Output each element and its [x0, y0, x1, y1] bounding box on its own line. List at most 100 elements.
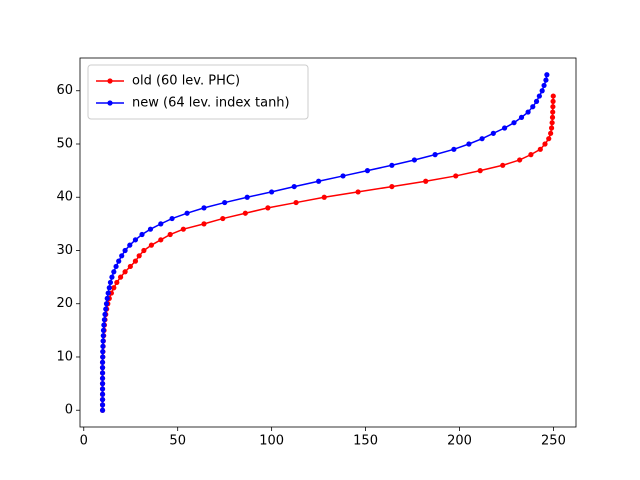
point	[539, 88, 545, 94]
point	[132, 258, 139, 264]
point	[364, 168, 371, 174]
point	[543, 77, 549, 83]
point	[549, 114, 556, 120]
point	[220, 215, 226, 222]
point	[201, 205, 207, 211]
point	[316, 178, 322, 184]
point	[99, 359, 106, 365]
point	[536, 93, 542, 99]
point	[550, 109, 556, 115]
point	[100, 333, 106, 339]
point	[242, 210, 248, 216]
point	[116, 258, 122, 264]
point	[114, 279, 120, 286]
point	[548, 130, 554, 136]
y-tick-label: 50	[56, 136, 73, 151]
point	[291, 183, 297, 190]
point	[147, 226, 154, 232]
point	[127, 263, 133, 270]
point	[180, 226, 186, 232]
point	[550, 104, 556, 110]
point	[99, 402, 106, 408]
x-tick-label: 50	[169, 434, 186, 449]
y-tick-label: 30	[56, 243, 73, 258]
x-tick-label: 100	[259, 434, 284, 449]
point	[103, 306, 109, 312]
point	[222, 199, 228, 206]
point	[111, 285, 117, 291]
x-tick-label: 150	[353, 434, 378, 449]
point	[525, 109, 531, 115]
y-tick-label: 20	[56, 296, 73, 311]
point	[99, 381, 106, 387]
point	[321, 194, 327, 200]
point	[167, 231, 173, 238]
point	[119, 253, 125, 259]
point	[423, 178, 429, 184]
legend-label: new (64 lev. index tanh)	[132, 96, 290, 111]
point	[107, 279, 114, 286]
point	[99, 407, 106, 413]
point	[100, 343, 106, 349]
point	[528, 152, 534, 158]
point	[530, 104, 536, 110]
point	[122, 247, 128, 254]
x-tick-label: 250	[541, 434, 566, 449]
point	[477, 168, 483, 174]
point	[158, 221, 164, 227]
point	[502, 125, 508, 131]
point	[466, 141, 472, 147]
point	[148, 242, 154, 248]
point	[265, 205, 271, 211]
point	[113, 263, 119, 270]
point	[389, 162, 395, 168]
point	[432, 152, 438, 158]
x-tick-label: 200	[447, 434, 472, 449]
point	[201, 221, 207, 227]
point	[293, 199, 299, 206]
plot-frame	[79, 57, 577, 428]
point	[109, 274, 115, 280]
point	[490, 130, 496, 136]
point	[105, 290, 111, 296]
point	[100, 327, 107, 333]
x-tick-label: 0	[80, 434, 88, 449]
point	[100, 338, 106, 344]
point	[517, 157, 523, 163]
point	[99, 391, 106, 397]
point	[100, 354, 106, 360]
point	[99, 396, 106, 403]
point	[117, 274, 124, 280]
point	[127, 242, 133, 248]
point	[550, 93, 556, 99]
point	[537, 146, 543, 152]
point	[141, 247, 147, 254]
point	[132, 237, 139, 243]
point	[101, 322, 107, 328]
point	[103, 301, 110, 307]
point	[111, 269, 117, 275]
point	[139, 231, 145, 238]
point	[549, 120, 555, 126]
point	[550, 98, 556, 104]
series-line	[101, 74, 548, 411]
point	[479, 136, 485, 142]
point	[99, 370, 106, 376]
point	[355, 189, 361, 195]
point	[453, 173, 459, 179]
point	[244, 194, 250, 200]
point	[99, 375, 106, 381]
point	[169, 215, 175, 222]
y-tick-label: 40	[56, 190, 73, 205]
y-tick-label: 10	[56, 349, 73, 364]
point	[184, 210, 190, 216]
point	[548, 125, 555, 131]
point	[541, 82, 547, 89]
point	[158, 237, 164, 243]
point	[546, 136, 552, 142]
point	[100, 349, 106, 355]
legend-label: old (60 lev. PHC)	[132, 74, 240, 89]
point	[269, 189, 275, 195]
point	[99, 365, 106, 371]
